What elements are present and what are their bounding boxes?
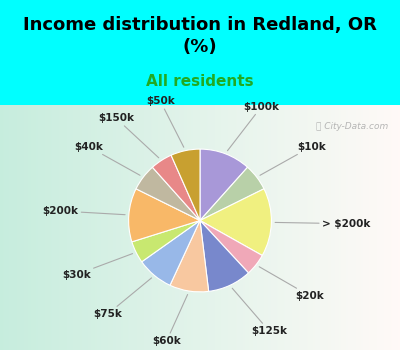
Text: Income distribution in Redland, OR
(%): Income distribution in Redland, OR (%) xyxy=(23,16,377,56)
Text: $125k: $125k xyxy=(232,288,287,336)
Text: $100k: $100k xyxy=(228,102,280,151)
Wedge shape xyxy=(200,220,262,273)
Wedge shape xyxy=(200,149,248,220)
Wedge shape xyxy=(152,155,200,220)
Wedge shape xyxy=(200,167,264,220)
Text: All residents: All residents xyxy=(146,75,254,89)
Text: $30k: $30k xyxy=(62,254,132,280)
Wedge shape xyxy=(142,220,200,285)
Text: $20k: $20k xyxy=(259,267,324,301)
Text: $75k: $75k xyxy=(93,278,152,319)
Text: $50k: $50k xyxy=(146,96,184,147)
Wedge shape xyxy=(171,149,200,220)
Wedge shape xyxy=(200,220,248,291)
Text: $10k: $10k xyxy=(260,142,326,175)
Wedge shape xyxy=(132,220,200,262)
Wedge shape xyxy=(129,189,200,242)
Wedge shape xyxy=(200,189,271,256)
Text: $40k: $40k xyxy=(74,142,140,175)
Text: $60k: $60k xyxy=(152,294,188,346)
Text: $150k: $150k xyxy=(98,113,159,158)
Text: $200k: $200k xyxy=(42,206,125,216)
Wedge shape xyxy=(170,220,209,292)
Wedge shape xyxy=(136,167,200,220)
Text: > $200k: > $200k xyxy=(275,219,370,229)
Text: ⓘ City-Data.com: ⓘ City-Data.com xyxy=(316,122,388,131)
